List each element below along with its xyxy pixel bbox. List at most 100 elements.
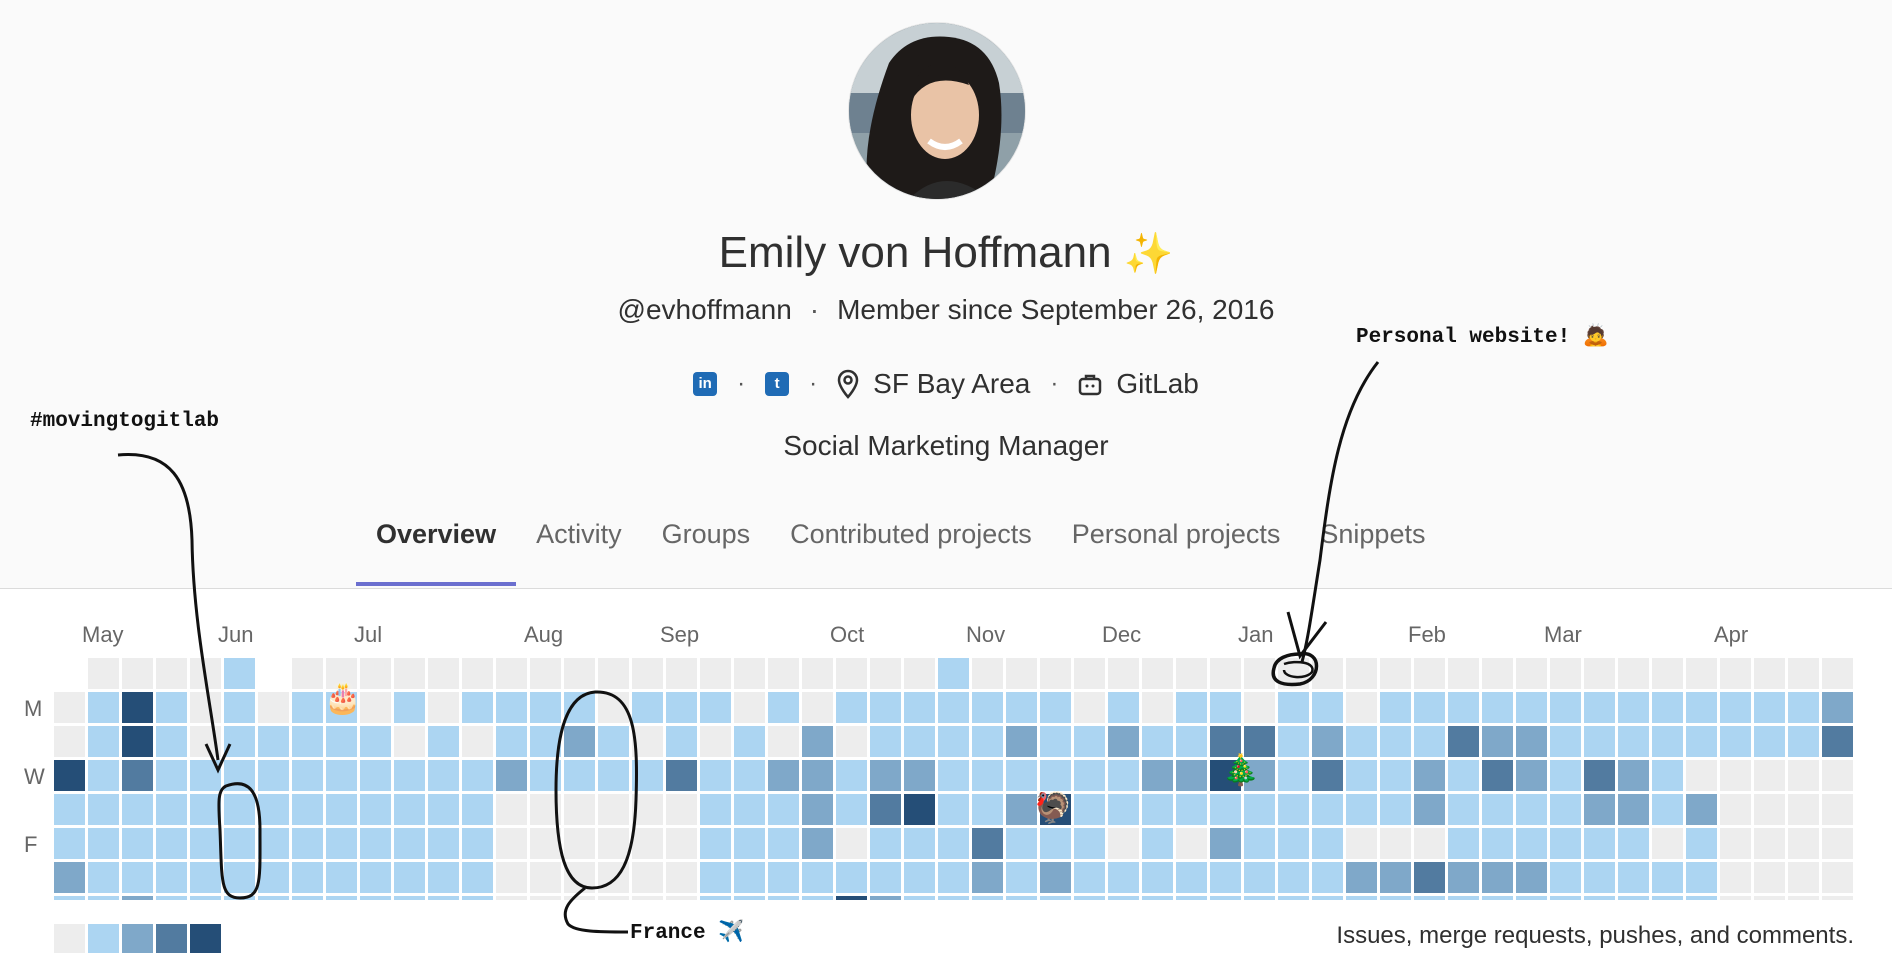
calendar-day[interactable]	[836, 692, 867, 723]
calendar-day[interactable]	[360, 862, 391, 893]
calendar-day[interactable]	[88, 658, 119, 689]
calendar-day[interactable]	[1822, 692, 1853, 723]
calendar-day[interactable]	[1210, 658, 1241, 689]
calendar-day[interactable]	[530, 862, 561, 893]
calendar-day[interactable]	[972, 896, 1003, 900]
calendar-day[interactable]	[1040, 828, 1071, 859]
calendar-day[interactable]	[1414, 862, 1445, 893]
calendar-day[interactable]	[428, 828, 459, 859]
calendar-day[interactable]	[1720, 726, 1751, 757]
calendar-day[interactable]	[1686, 726, 1717, 757]
calendar-day[interactable]	[904, 658, 935, 689]
calendar-day[interactable]	[530, 896, 561, 900]
calendar-day[interactable]	[1176, 862, 1207, 893]
calendar-day[interactable]	[768, 692, 799, 723]
calendar-day[interactable]	[360, 794, 391, 825]
calendar-day[interactable]	[360, 692, 391, 723]
calendar-day[interactable]	[836, 828, 867, 859]
calendar-day[interactable]	[768, 760, 799, 791]
calendar-day[interactable]	[496, 896, 527, 900]
calendar-day[interactable]	[394, 692, 425, 723]
calendar-day[interactable]	[1686, 862, 1717, 893]
calendar-day[interactable]	[1040, 896, 1071, 900]
calendar-day[interactable]	[394, 760, 425, 791]
calendar-day[interactable]	[1516, 828, 1547, 859]
calendar-day[interactable]	[1278, 760, 1309, 791]
calendar-day[interactable]	[700, 760, 731, 791]
calendar-day[interactable]	[190, 692, 221, 723]
calendar-day[interactable]	[700, 794, 731, 825]
calendar-day[interactable]	[666, 828, 697, 859]
calendar-day[interactable]	[1550, 726, 1581, 757]
calendar-day[interactable]	[1380, 760, 1411, 791]
calendar-day[interactable]	[1040, 862, 1071, 893]
calendar-day[interactable]	[1176, 726, 1207, 757]
calendar-day[interactable]	[1414, 658, 1445, 689]
calendar-day[interactable]	[938, 896, 969, 900]
calendar-day[interactable]	[1108, 862, 1139, 893]
calendar-day[interactable]	[700, 726, 731, 757]
calendar-day[interactable]	[1346, 862, 1377, 893]
calendar-day[interactable]	[1618, 794, 1649, 825]
calendar-day[interactable]	[1550, 692, 1581, 723]
calendar-day[interactable]	[836, 862, 867, 893]
calendar-day[interactable]	[326, 658, 357, 689]
calendar-day[interactable]	[1108, 828, 1139, 859]
calendar-day[interactable]	[734, 692, 765, 723]
calendar-day[interactable]	[292, 862, 323, 893]
calendar-day[interactable]	[938, 760, 969, 791]
calendar-day[interactable]	[870, 862, 901, 893]
calendar-day[interactable]	[1380, 828, 1411, 859]
calendar-day[interactable]	[632, 896, 663, 900]
calendar-day[interactable]	[1584, 658, 1615, 689]
calendar-day[interactable]	[1482, 794, 1513, 825]
calendar-day[interactable]	[1584, 726, 1615, 757]
calendar-day[interactable]	[1380, 862, 1411, 893]
calendar-day[interactable]	[734, 760, 765, 791]
calendar-day[interactable]	[1176, 658, 1207, 689]
calendar-day[interactable]	[1312, 794, 1343, 825]
calendar-day[interactable]	[224, 794, 255, 825]
calendar-day[interactable]	[598, 862, 629, 893]
calendar-day[interactable]	[1550, 658, 1581, 689]
calendar-day[interactable]	[700, 692, 731, 723]
calendar-day[interactable]	[1720, 658, 1751, 689]
calendar-day[interactable]	[938, 726, 969, 757]
calendar-day[interactable]	[224, 828, 255, 859]
calendar-day[interactable]	[190, 658, 221, 689]
calendar-day[interactable]	[1652, 828, 1683, 859]
calendar-day[interactable]	[1618, 862, 1649, 893]
calendar-day[interactable]	[462, 862, 493, 893]
calendar-day[interactable]	[1788, 726, 1819, 757]
calendar-day[interactable]	[1312, 896, 1343, 900]
calendar-day[interactable]	[1346, 760, 1377, 791]
twitter-icon[interactable]: t	[765, 372, 790, 396]
calendar-day[interactable]	[1006, 828, 1037, 859]
calendar-day[interactable]	[224, 658, 255, 689]
calendar-day[interactable]	[1754, 658, 1785, 689]
calendar-day[interactable]	[1278, 896, 1309, 900]
calendar-day[interactable]	[904, 794, 935, 825]
calendar-day[interactable]	[1550, 862, 1581, 893]
calendar-day[interactable]	[972, 658, 1003, 689]
calendar-day[interactable]	[496, 726, 527, 757]
calendar-day[interactable]	[1482, 658, 1513, 689]
calendar-day[interactable]	[292, 828, 323, 859]
calendar-day[interactable]	[1074, 828, 1105, 859]
calendar-day[interactable]	[224, 862, 255, 893]
calendar-day[interactable]	[292, 794, 323, 825]
calendar-day[interactable]	[1788, 794, 1819, 825]
calendar-day[interactable]	[1822, 794, 1853, 825]
calendar-day[interactable]	[326, 828, 357, 859]
calendar-day[interactable]	[190, 862, 221, 893]
calendar-day[interactable]	[122, 658, 153, 689]
calendar-day[interactable]	[1686, 760, 1717, 791]
calendar-day[interactable]	[1142, 726, 1173, 757]
calendar-day[interactable]	[1040, 760, 1071, 791]
calendar-day[interactable]	[734, 658, 765, 689]
calendar-day[interactable]	[258, 760, 289, 791]
calendar-day[interactable]	[1414, 760, 1445, 791]
calendar-day[interactable]	[598, 828, 629, 859]
calendar-day[interactable]	[54, 896, 85, 900]
calendar-day[interactable]	[1414, 692, 1445, 723]
